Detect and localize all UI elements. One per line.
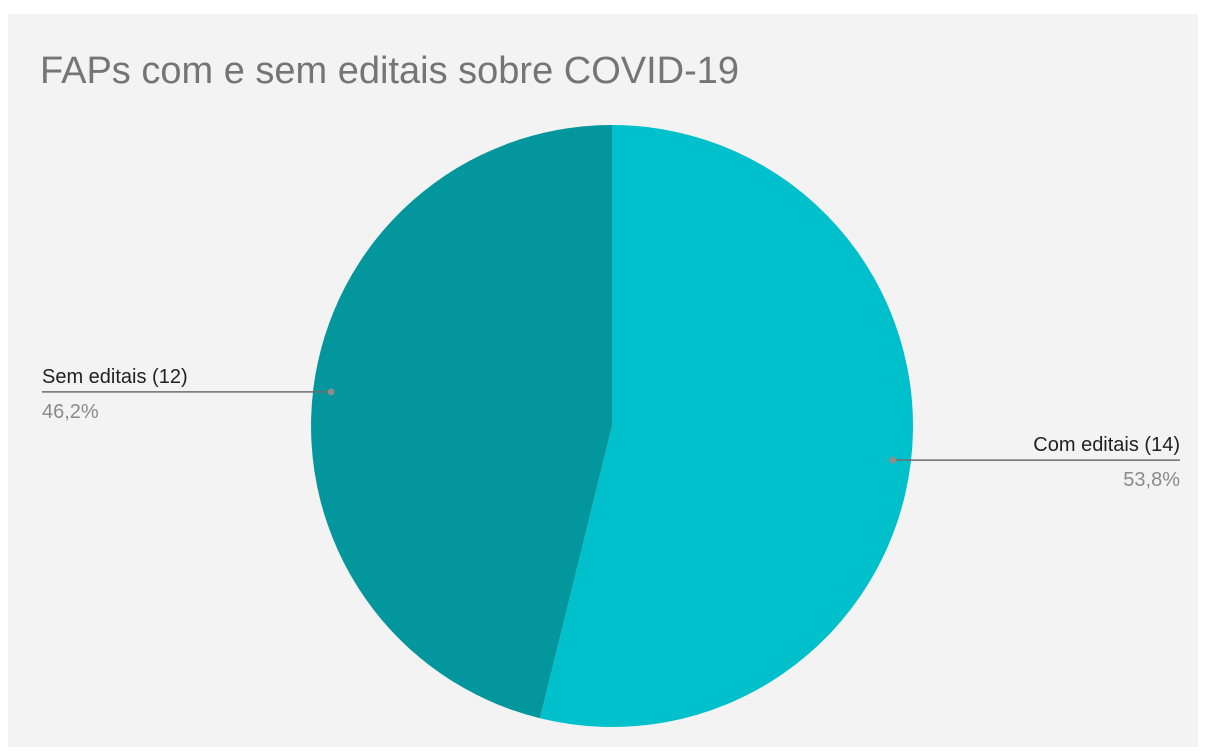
slice-percent-com-editais: 53,8% [1123,469,1180,491]
slice-percent-sem-editais: 46,2% [42,401,99,423]
leader-dot-com-editais [889,456,897,464]
leader-dot-sem-editais [327,388,335,396]
slice-label-com-editais: Com editais (14) [1033,434,1180,456]
slice-label-sem-editais: Sem editais (12) [42,366,188,388]
pie-slice-com-editais [539,125,914,727]
pie-slice-sem-editais [311,125,612,719]
chart-title: FAPs com e sem editais sobre COVID-19 [40,50,740,92]
